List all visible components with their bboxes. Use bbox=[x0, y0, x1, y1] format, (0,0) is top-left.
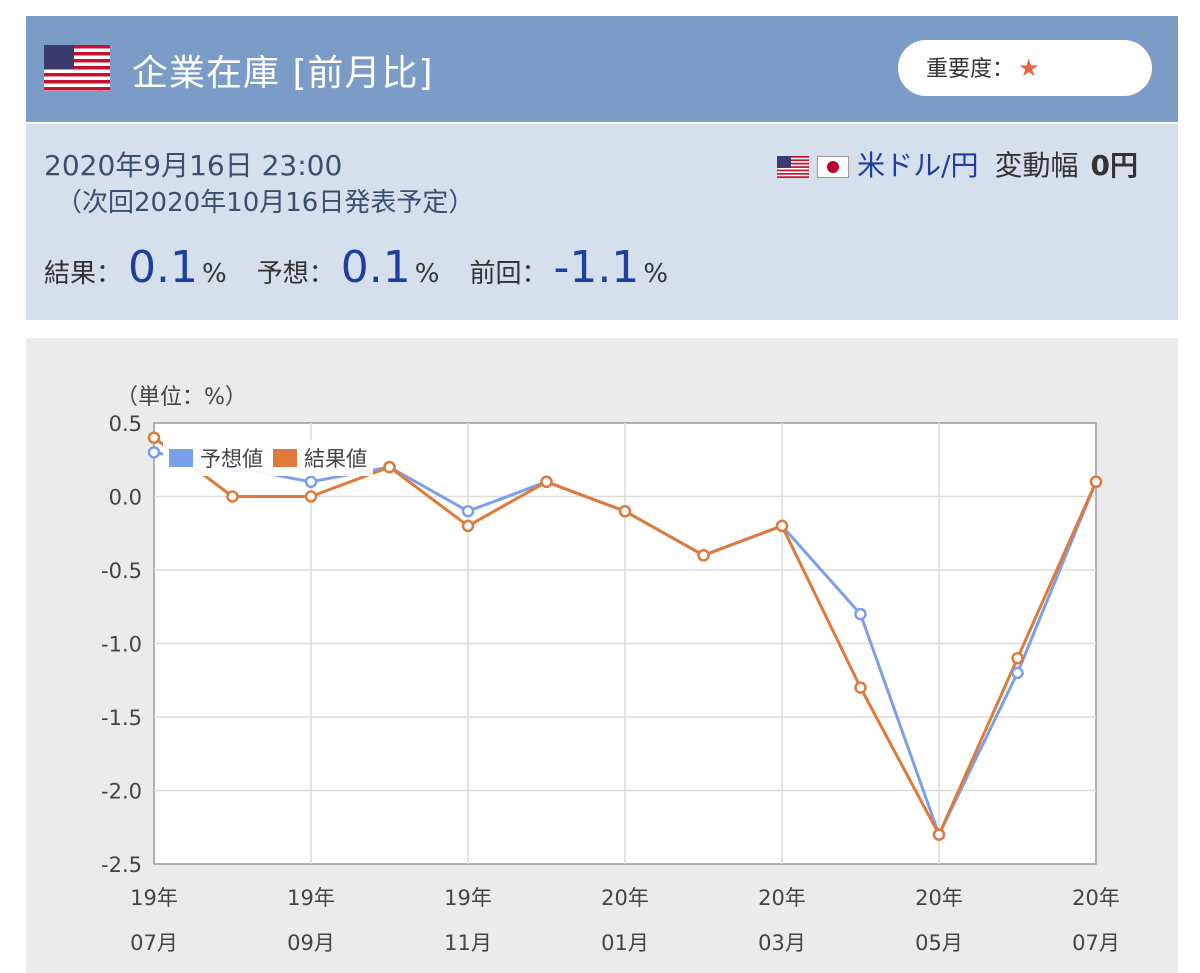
previous-percent: % bbox=[643, 259, 669, 289]
result-percent: % bbox=[202, 259, 227, 289]
legend-swatch-result bbox=[273, 449, 297, 467]
header-bar: 企業在庫 [前月比] 重要度： ★ bbox=[26, 16, 1178, 122]
currency-pair-info: 米ドル/円 変動幅 0円 bbox=[777, 144, 1138, 184]
y-tick-label: 0.0 bbox=[109, 486, 142, 510]
unit-label: （単位：%） bbox=[116, 385, 247, 410]
y-tick-label: -1.5 bbox=[101, 706, 142, 730]
us-flag-icon bbox=[44, 45, 110, 91]
data-point-1[interactable] bbox=[226, 490, 239, 503]
jp-flag-icon bbox=[817, 156, 850, 178]
x-tick-month: 07月 bbox=[1072, 931, 1120, 955]
data-point-1[interactable] bbox=[618, 504, 632, 518]
y-tick-label: -2.5 bbox=[101, 853, 142, 877]
previous-value: -1.1 bbox=[553, 242, 640, 293]
legend-swatch-forecast bbox=[169, 449, 193, 467]
x-tick-month: 11月 bbox=[444, 931, 492, 955]
importance-label: 重要度： bbox=[926, 57, 1015, 82]
data-point-0[interactable] bbox=[147, 446, 161, 459]
next-release: （次回2020年10月16日発表予定） bbox=[56, 188, 475, 218]
data-point-1[interactable] bbox=[854, 681, 867, 694]
x-tick-month: 09月 bbox=[287, 931, 335, 955]
volatility-label: 変動幅 bbox=[994, 149, 1079, 182]
data-point-1[interactable] bbox=[540, 475, 553, 489]
previous-label: 前回： bbox=[469, 259, 548, 289]
data-point-0[interactable] bbox=[461, 504, 475, 518]
x-tick-year: 20年 bbox=[601, 886, 649, 910]
result-value: 0.1 bbox=[128, 242, 198, 293]
volatility-value: 0円 bbox=[1090, 149, 1138, 182]
us-flag-icon bbox=[777, 156, 810, 178]
x-tick-year: 20年 bbox=[915, 886, 963, 910]
page-title: 企業在庫 [前月比] bbox=[132, 53, 434, 94]
line-chart: （単位：%） 0.5 0.0 -0.5 -1.0 -1.5 -2.0 -2.5 19年 07月… bbox=[101, 385, 1120, 955]
currency-pair-link[interactable]: 米ドル/円 bbox=[857, 149, 979, 182]
y-tick-label: -0.5 bbox=[101, 559, 142, 583]
result-stats: 結果： 0.1% 予想： 0.1% 前回： -1.1% bbox=[44, 242, 698, 293]
x-tick-year: 20年 bbox=[758, 886, 806, 910]
chart-legend: 予想値 結果値 bbox=[163, 440, 373, 476]
data-point-1[interactable] bbox=[383, 460, 396, 474]
data-point-1[interactable] bbox=[775, 519, 789, 533]
data-point-0[interactable] bbox=[854, 607, 867, 621]
data-point-0[interactable] bbox=[1011, 666, 1024, 680]
x-tick-year: 19年 bbox=[444, 886, 492, 910]
data-point-1[interactable] bbox=[932, 828, 946, 841]
y-tick-label: -1.0 bbox=[101, 633, 142, 657]
y-tick-label: -2.0 bbox=[101, 780, 142, 804]
x-tick-month: 01月 bbox=[601, 931, 649, 955]
data-point-0[interactable] bbox=[304, 475, 318, 489]
data-point-1[interactable] bbox=[697, 549, 710, 562]
x-tick-month: 07月 bbox=[130, 931, 178, 955]
data-point-1[interactable] bbox=[1011, 651, 1024, 665]
chart-area: （単位：%） 0.5 0.0 -0.5 -1.0 -1.5 -2.0 -2.5 19年 07月… bbox=[26, 338, 1178, 973]
legend-label-forecast: 予想値 bbox=[200, 447, 263, 471]
data-point-1[interactable] bbox=[461, 519, 475, 533]
data-point-1[interactable] bbox=[147, 431, 161, 444]
x-tick-month: 05月 bbox=[915, 931, 963, 955]
y-tick-label: 0.5 bbox=[109, 412, 142, 436]
star-icon: ★ bbox=[1018, 54, 1040, 82]
forecast-percent: % bbox=[414, 259, 440, 289]
forecast-label: 予想： bbox=[256, 259, 335, 289]
release-datetime: 2020年9月16日 23:00 bbox=[44, 149, 343, 182]
result-label: 結果： bbox=[44, 259, 123, 289]
x-tick-year: 20年 bbox=[1072, 886, 1120, 910]
forecast-value: 0.1 bbox=[340, 242, 411, 293]
data-point-1[interactable] bbox=[1089, 475, 1103, 489]
x-tick-month: 03月 bbox=[758, 931, 806, 955]
x-tick-year: 19年 bbox=[287, 886, 335, 910]
legend-label-result: 結果値 bbox=[304, 447, 367, 471]
x-tick-year: 19年 bbox=[130, 886, 178, 910]
data-point-1[interactable] bbox=[304, 490, 318, 503]
release-info-panel: 2020年9月16日 23:00 （次回2020年10月16日発表予定） 米ドル… bbox=[26, 124, 1178, 320]
importance-badge: 重要度： ★ bbox=[898, 40, 1152, 96]
